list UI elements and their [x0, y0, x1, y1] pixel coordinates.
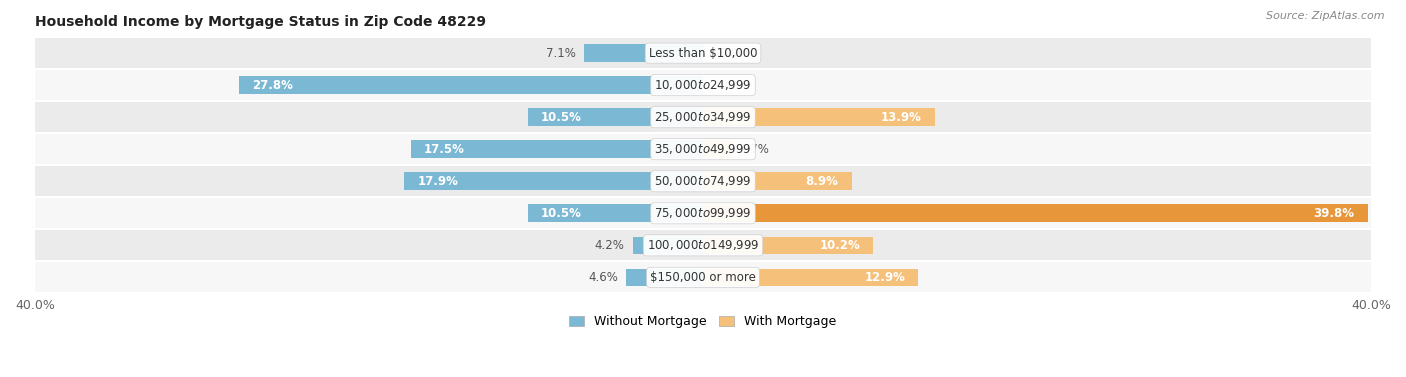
- Text: 4.2%: 4.2%: [595, 239, 624, 252]
- Bar: [35, 37, 1371, 69]
- Bar: [585, 44, 703, 62]
- Bar: [404, 172, 703, 190]
- Text: 10.5%: 10.5%: [541, 111, 582, 124]
- Text: 13.9%: 13.9%: [882, 111, 922, 124]
- Text: 1.7%: 1.7%: [740, 143, 769, 156]
- Bar: [703, 140, 731, 158]
- Text: 27.8%: 27.8%: [252, 79, 292, 92]
- Bar: [527, 108, 703, 126]
- Text: $50,000 to $74,999: $50,000 to $74,999: [654, 174, 752, 188]
- Text: Household Income by Mortgage Status in Zip Code 48229: Household Income by Mortgage Status in Z…: [35, 15, 486, 29]
- Text: 17.5%: 17.5%: [425, 143, 465, 156]
- Bar: [633, 236, 703, 254]
- Bar: [35, 229, 1371, 261]
- Text: 0.0%: 0.0%: [720, 79, 749, 92]
- Text: 10.2%: 10.2%: [820, 239, 860, 252]
- Bar: [703, 204, 1368, 222]
- Bar: [411, 140, 703, 158]
- Text: 12.9%: 12.9%: [865, 271, 905, 284]
- Text: 17.9%: 17.9%: [418, 175, 458, 188]
- Legend: Without Mortgage, With Mortgage: Without Mortgage, With Mortgage: [564, 310, 842, 333]
- Bar: [35, 101, 1371, 133]
- Bar: [527, 204, 703, 222]
- Bar: [35, 197, 1371, 229]
- Text: 0.0%: 0.0%: [720, 47, 749, 60]
- Bar: [703, 172, 852, 190]
- Bar: [35, 261, 1371, 293]
- Text: $35,000 to $49,999: $35,000 to $49,999: [654, 142, 752, 156]
- Text: 8.9%: 8.9%: [806, 175, 838, 188]
- Text: $25,000 to $34,999: $25,000 to $34,999: [654, 110, 752, 124]
- Bar: [35, 69, 1371, 101]
- Text: Less than $10,000: Less than $10,000: [648, 47, 758, 60]
- Bar: [35, 165, 1371, 197]
- Bar: [703, 108, 935, 126]
- Text: 4.6%: 4.6%: [588, 271, 617, 284]
- Bar: [626, 268, 703, 286]
- Text: $10,000 to $24,999: $10,000 to $24,999: [654, 78, 752, 92]
- Bar: [703, 236, 873, 254]
- Text: 7.1%: 7.1%: [546, 47, 576, 60]
- Text: $150,000 or more: $150,000 or more: [650, 271, 756, 284]
- Bar: [703, 268, 918, 286]
- Bar: [239, 77, 703, 94]
- Text: 39.8%: 39.8%: [1313, 207, 1354, 220]
- Text: $100,000 to $149,999: $100,000 to $149,999: [647, 238, 759, 252]
- Text: $75,000 to $99,999: $75,000 to $99,999: [654, 206, 752, 220]
- Text: Source: ZipAtlas.com: Source: ZipAtlas.com: [1267, 11, 1385, 21]
- Bar: [35, 133, 1371, 165]
- Text: 10.5%: 10.5%: [541, 207, 582, 220]
